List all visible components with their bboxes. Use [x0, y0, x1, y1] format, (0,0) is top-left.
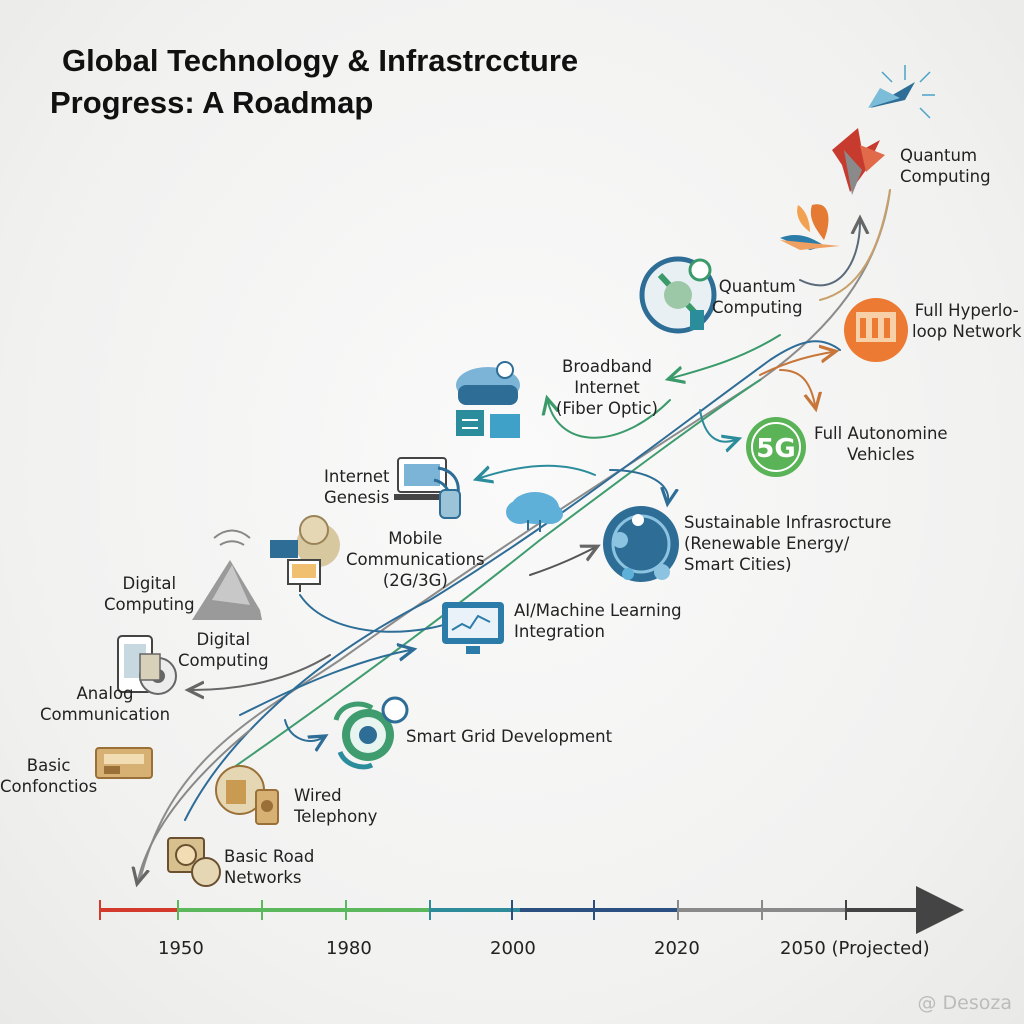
label-line: Genesis	[324, 488, 390, 507]
label-basic-road: Basic Road Networks	[224, 846, 314, 888]
signal-tower-icon	[192, 529, 262, 620]
5g-badge-icon	[746, 417, 806, 477]
arrow-to-ai	[239, 650, 410, 716]
arrow-to-smartgrid	[284, 719, 322, 741]
timeline-label-2000: 2000	[490, 938, 536, 959]
label-line: Quantum	[900, 146, 978, 165]
label-line: Computing	[712, 298, 803, 317]
timeline-label-1950: 1950	[158, 938, 204, 959]
arrow-to-hyperloop	[779, 369, 815, 405]
label-line: Internet	[574, 378, 640, 397]
timeline-label-2050: 2050 (Projected)	[780, 938, 930, 959]
label-basic-connections: Basic Confonctios	[0, 755, 97, 797]
smart-grid-icon	[333, 696, 409, 770]
label-line: Vehicles	[846, 445, 915, 464]
label-internet-genesis: Internet Genesis	[324, 466, 390, 508]
label-line: (2G/3G)	[382, 571, 448, 590]
label-line: Full Autonomine	[814, 424, 948, 443]
label-line: Communication	[40, 705, 171, 724]
label-line: Digital	[196, 630, 251, 649]
main-trend-path-gray	[139, 189, 891, 881]
label-line: Analog	[76, 684, 134, 703]
label-line: Computing	[104, 595, 195, 614]
label-ai-ml: AI/Machine Learning Integration	[514, 600, 682, 642]
label-smart-grid: Smart Grid Development	[406, 726, 612, 747]
main-trend-path-green	[229, 379, 761, 771]
label-quantum-computing-top: Quantum Computing	[900, 145, 991, 187]
telephone-icon	[215, 765, 279, 825]
arrow-to-broadband	[548, 400, 671, 439]
main-trend-path-blue	[184, 340, 841, 821]
watermark: @ Desoza	[917, 992, 1013, 1014]
broadband-icon	[456, 361, 520, 438]
timeline-axis	[99, 886, 964, 934]
label-digital-computing-upper: Digital Computing	[104, 573, 195, 615]
basic-connections-icon	[95, 747, 153, 779]
label-line: Smart Cities)	[684, 555, 792, 574]
label-full-autonomine: Full Autonomine Vehicles	[814, 423, 948, 465]
title-line-2: Progress: A Roadmap	[50, 85, 374, 120]
quantum-gear-icon	[639, 256, 717, 334]
label-line: Smart Grid Development	[406, 727, 613, 746]
arrow-to-sustainable-top	[609, 469, 668, 500]
timeline-label-1980: 1980	[326, 938, 372, 959]
label-mobile-comms: Mobile Communications (2G/3G)	[346, 528, 485, 591]
main-trend-path-orange	[819, 189, 891, 301]
arrow-to-sustainable	[529, 548, 594, 576]
label-line: Computing	[178, 651, 269, 670]
phone-gear-icon	[117, 635, 177, 695]
arrow-to-autonomine	[699, 409, 735, 442]
orange-bird-icon	[780, 204, 840, 250]
label-broadband: Broadband Internet (Fiber Optic)	[556, 356, 658, 419]
label-line: Broadband	[562, 357, 652, 376]
label-line: AI/Machine Learning	[514, 601, 682, 620]
label-full-hyperloop: Full Hyperlo- loop Network	[912, 300, 1021, 342]
5g-badge-text: 5G	[756, 434, 795, 464]
label-line: Networks	[224, 868, 302, 887]
label-wired-telephony: Wired Telephony	[294, 785, 377, 827]
progress-paths	[138, 189, 891, 881]
mobile-comms-icon	[270, 515, 340, 592]
rocket-icon	[868, 65, 935, 119]
label-line: Confonctios	[0, 777, 98, 796]
arrow-to-internet	[480, 464, 596, 478]
label-line: Basic Road	[224, 847, 315, 866]
arrow-to-basic-road	[138, 729, 251, 880]
label-line: Internet	[324, 467, 390, 486]
label-line: (Fiber Optic)	[556, 399, 658, 418]
sustainable-city-icon	[603, 506, 679, 582]
label-line: Quantum	[718, 277, 796, 296]
label-line: Communications	[346, 550, 485, 569]
label-line: (Renewable Energy/	[684, 534, 850, 553]
label-line: Sustainable Infrasrocture	[684, 513, 892, 532]
label-line: loop Network	[912, 322, 1022, 341]
timeline-label-2020: 2020	[654, 938, 700, 959]
label-line: Digital	[122, 574, 177, 593]
computer-icon	[394, 457, 461, 519]
label-line: Wired	[294, 786, 342, 805]
label-analog-comm: Analog Communication	[40, 683, 170, 725]
label-sustainable: Sustainable Infrasrocture (Renewable Ene…	[684, 512, 891, 575]
label-line: Integration	[514, 622, 605, 641]
cloud-icon	[506, 492, 563, 532]
label-line: Basic	[26, 756, 71, 775]
hyperloop-icon	[844, 298, 908, 362]
page-title: Global Technology & Infrastrccture Progr…	[50, 40, 578, 124]
ai-monitor-icon	[442, 602, 504, 654]
road-icon	[167, 837, 221, 887]
quantum-swirl-icon	[832, 128, 885, 195]
arrow-to-hyperloop-2	[759, 352, 832, 376]
label-digital-computing-lower: Digital Computing	[178, 629, 269, 671]
label-line: Telephony	[294, 807, 378, 826]
label-line: Computing	[900, 167, 991, 186]
arrow-to-quantum-top	[799, 222, 860, 287]
label-line: Mobile	[388, 529, 443, 548]
title-line-1: Global Technology & Infrastrccture	[62, 43, 579, 78]
label-quantum-computing-mid: Quantum Computing	[712, 276, 803, 318]
arrow-to-quantum-mid	[672, 334, 781, 378]
label-line: Full Hyperlo-	[914, 301, 1019, 320]
arrow-to-analog	[192, 654, 331, 690]
